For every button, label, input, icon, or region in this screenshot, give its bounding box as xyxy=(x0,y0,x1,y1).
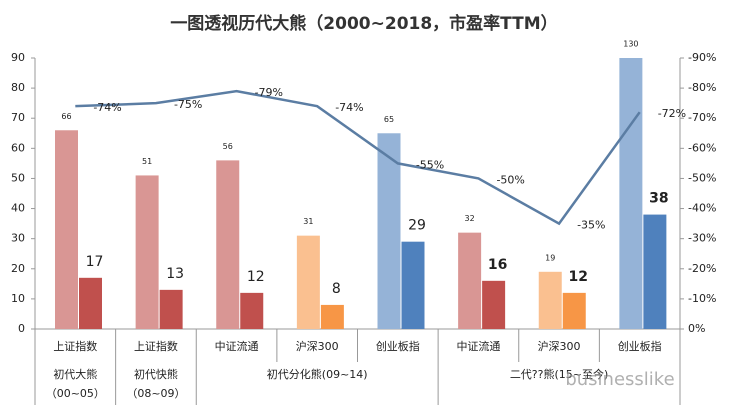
y-tick-label: 40 xyxy=(11,202,25,215)
value-label: 38 xyxy=(649,191,668,207)
value-label: 130 xyxy=(623,40,638,49)
y-tick-label: 10 xyxy=(11,292,25,305)
bar xyxy=(401,241,425,329)
y-tick-label: 60 xyxy=(11,141,25,154)
group-label: 初代分化熊(09~14) xyxy=(267,367,368,381)
line-label: -35% xyxy=(577,219,605,232)
value-label: 16 xyxy=(488,257,507,273)
line-label: -75% xyxy=(174,98,202,111)
bar xyxy=(482,280,506,329)
value-label: 56 xyxy=(223,142,233,151)
y-tick-label: 0 xyxy=(18,322,25,335)
value-label: 17 xyxy=(86,254,104,270)
x-tick-label: 上证指数 xyxy=(134,339,178,353)
value-label: 51 xyxy=(142,157,152,166)
value-label: 12 xyxy=(569,269,588,285)
bar xyxy=(216,160,240,329)
x-tick-label: 创业板指 xyxy=(618,339,662,353)
y-tick-label: 30 xyxy=(11,232,25,245)
bar xyxy=(296,235,320,329)
line-label: -74% xyxy=(335,101,363,114)
value-label: 32 xyxy=(465,214,475,223)
line-label: -74% xyxy=(93,101,121,114)
x-tick-label: 沪深300 xyxy=(296,339,339,353)
bar xyxy=(562,292,586,329)
y2-tick-label: -60% xyxy=(688,141,716,154)
group-label: 初代大熊 xyxy=(53,367,97,381)
group-sub-label: （08~09） xyxy=(126,387,185,400)
bar xyxy=(55,130,78,329)
y2-tick-label: -40% xyxy=(688,202,716,215)
bar xyxy=(377,133,401,329)
line-label: -72% xyxy=(658,107,686,120)
group-label: 二代??熊(15~至今) xyxy=(510,367,608,381)
y2-tick-label: -90% xyxy=(688,51,716,64)
bar xyxy=(240,292,264,329)
y-tick-label: 20 xyxy=(11,262,25,275)
group-label: 初代快熊 xyxy=(134,367,178,381)
bar xyxy=(643,214,667,329)
value-label: 29 xyxy=(408,218,426,234)
watermark: businesslike xyxy=(565,369,674,390)
bar xyxy=(538,271,562,329)
y-tick-label: 70 xyxy=(11,111,25,124)
bar xyxy=(320,304,344,329)
value-label: 19 xyxy=(545,253,555,262)
value-label: 12 xyxy=(247,269,265,285)
y2-tick-label: -80% xyxy=(688,81,716,94)
y2-tick-label: -30% xyxy=(688,232,716,245)
line-label: -55% xyxy=(416,158,444,171)
y-tick-label: 80 xyxy=(11,81,25,94)
y2-tick-label: -50% xyxy=(688,171,716,184)
bar xyxy=(135,175,159,329)
value-label: 66 xyxy=(61,112,71,121)
chart-title: 一图透视历代大熊（2000~2018，市盈率TTM） xyxy=(170,13,557,34)
bar xyxy=(79,277,102,329)
value-label: 65 xyxy=(384,115,394,124)
value-label: 31 xyxy=(303,217,313,226)
bar xyxy=(159,289,183,329)
y2-tick-label: -10% xyxy=(688,292,716,305)
x-tick-label: 创业板指 xyxy=(376,339,420,353)
plot-area xyxy=(55,58,667,329)
y2-tick-label: -20% xyxy=(688,262,716,275)
group-sub-label: （00~05） xyxy=(46,387,105,400)
y-tick-label: 50 xyxy=(11,171,25,184)
x-tick-label: 中证流通 xyxy=(456,339,500,353)
bar xyxy=(458,232,482,329)
y2-tick-label: -70% xyxy=(688,111,716,124)
line xyxy=(75,89,641,226)
bar xyxy=(619,58,643,329)
x-tick-label: 中证流通 xyxy=(215,339,259,353)
line-label: -50% xyxy=(496,173,524,186)
x-tick-label: 上证指数 xyxy=(53,339,97,353)
value-label: 13 xyxy=(166,266,184,282)
value-label: 8 xyxy=(332,281,341,297)
y2-tick-label: 0% xyxy=(688,322,705,335)
x-tick-label: 沪深300 xyxy=(538,339,581,353)
line-label: -79% xyxy=(255,86,283,99)
y-tick-label: 90 xyxy=(11,51,25,64)
